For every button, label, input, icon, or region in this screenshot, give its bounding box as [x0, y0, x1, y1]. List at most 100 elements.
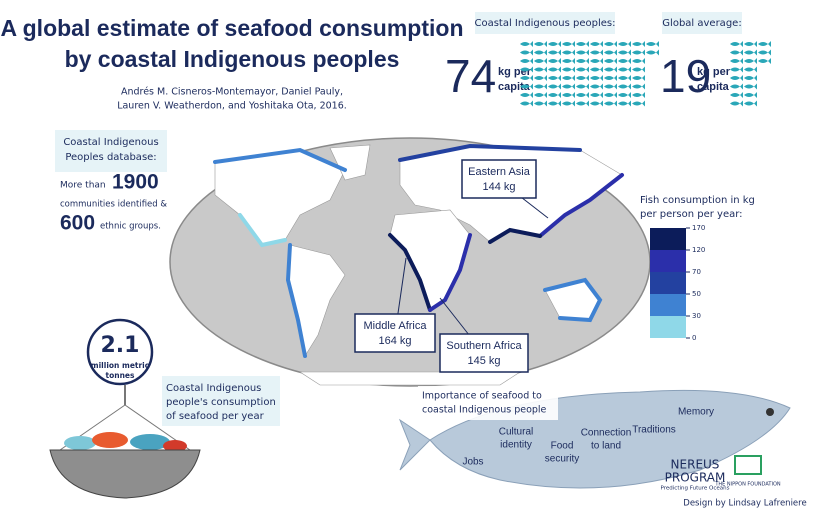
fish-icon — [618, 49, 631, 56]
fish-icon — [758, 58, 771, 64]
fish-icon — [618, 100, 631, 107]
fish-icon — [604, 92, 617, 98]
fish-icon — [562, 58, 575, 64]
stat-label: Coastal Indigenous peoples: — [474, 18, 615, 29]
fish-icon — [576, 49, 589, 56]
fish-icon — [562, 92, 575, 98]
fish-icon — [632, 83, 645, 90]
fish-icon — [534, 66, 547, 73]
fish-icon — [758, 49, 771, 56]
fish-icon — [744, 75, 757, 81]
fish-icon — [744, 66, 757, 73]
fish-icon — [548, 58, 561, 64]
importance-item: identity — [500, 440, 532, 451]
fish-icon — [604, 66, 617, 73]
stat-box — [475, 12, 615, 34]
fish-icon — [534, 75, 547, 81]
fish-icon — [562, 75, 575, 81]
fish-icon — [632, 49, 645, 56]
fish-icon — [744, 58, 757, 64]
total-unit: million metric — [91, 361, 149, 370]
stat-value: 19 — [660, 50, 711, 102]
fish-icon — [548, 75, 561, 81]
fish-icon — [520, 92, 533, 98]
fish-icon — [730, 49, 743, 56]
fish-icon — [590, 100, 603, 107]
total-value: 2.1 — [101, 333, 140, 358]
fish-icon — [562, 83, 575, 90]
stat-unit: capita — [498, 81, 531, 93]
fish-icon — [590, 49, 603, 56]
fish-icon — [744, 49, 757, 56]
database-heading: Coastal Indigenous — [63, 137, 158, 148]
fish-icon — [604, 100, 617, 107]
fish-icon — [618, 66, 631, 73]
fish-icon — [576, 92, 589, 98]
stat-unit: kg per — [498, 66, 532, 78]
fish-icon — [534, 49, 547, 56]
total-circle — [86, 318, 154, 386]
fish-icon — [632, 41, 645, 47]
stat-unit: kg per — [697, 66, 731, 78]
fish-icon — [632, 75, 645, 81]
legend-swatch — [650, 250, 686, 272]
callout-value: 164 kg — [378, 335, 411, 347]
fish-icon — [646, 41, 659, 47]
importance-item: security — [545, 454, 579, 465]
fish-icon — [604, 41, 617, 47]
callout-box — [461, 159, 537, 199]
total-caption: Coastal Indigenous — [166, 383, 261, 394]
nereus-tagline: Predicting Future Oceans — [661, 486, 730, 492]
legend-tick-label: 50 — [692, 290, 701, 298]
fish-icon — [576, 41, 589, 47]
fish-icon — [520, 83, 533, 90]
legend-tick-label: 170 — [692, 224, 705, 232]
fish-icon — [632, 58, 645, 64]
total-caption: people's consumption — [166, 397, 276, 408]
fish-icon — [730, 58, 743, 64]
legend-swatch — [650, 294, 686, 316]
fish-icon — [520, 66, 533, 73]
importance-item: Connection — [581, 428, 632, 439]
fish-icon — [730, 83, 743, 90]
fish-icon — [590, 58, 603, 64]
fish-icon — [730, 41, 743, 47]
legend-tick-label: 0 — [692, 334, 696, 342]
database-text: ethnic groups. — [100, 222, 161, 232]
fish-icon — [744, 100, 757, 107]
importance-box — [418, 386, 558, 420]
fish-icon — [604, 58, 617, 64]
legend-swatch — [650, 228, 686, 250]
database-text: communities identified & — [60, 200, 167, 210]
fish-icon — [618, 58, 631, 64]
fish-icon — [520, 41, 533, 47]
authors: Lauren V. Weatherdon, and Yoshitaka Ota,… — [117, 101, 347, 112]
fish-icon — [520, 75, 533, 81]
fish-icon — [576, 75, 589, 81]
callout-region: Middle Africa — [364, 320, 428, 332]
fish-icon — [548, 92, 561, 98]
importance-item: Cultural — [499, 427, 533, 438]
fish-icon — [562, 41, 575, 47]
total-unit: tonnes — [106, 371, 136, 380]
importance-heading: Importance of seafood to — [422, 391, 542, 402]
legend-tick-label: 70 — [692, 268, 701, 276]
callout-box — [439, 333, 529, 373]
caption-box — [162, 376, 280, 426]
fish-icon — [562, 66, 575, 73]
fish-icon — [744, 41, 757, 47]
callout-value: 144 kg — [482, 181, 515, 193]
fish-icon — [730, 66, 743, 73]
nereus-logo: NEREUS — [671, 458, 720, 472]
stat-unit: capita — [697, 81, 730, 93]
database-number: 600 — [60, 212, 95, 235]
legend-swatch — [650, 272, 686, 294]
callout-region: Eastern Asia — [468, 166, 531, 178]
database-box — [55, 130, 167, 172]
importance-heading: coastal Indigenous people — [422, 405, 547, 416]
fish-icon — [548, 49, 561, 56]
legend-title: Fish consumption in kg — [640, 195, 755, 206]
fish-icon — [646, 49, 659, 56]
fish-icon — [744, 92, 757, 98]
